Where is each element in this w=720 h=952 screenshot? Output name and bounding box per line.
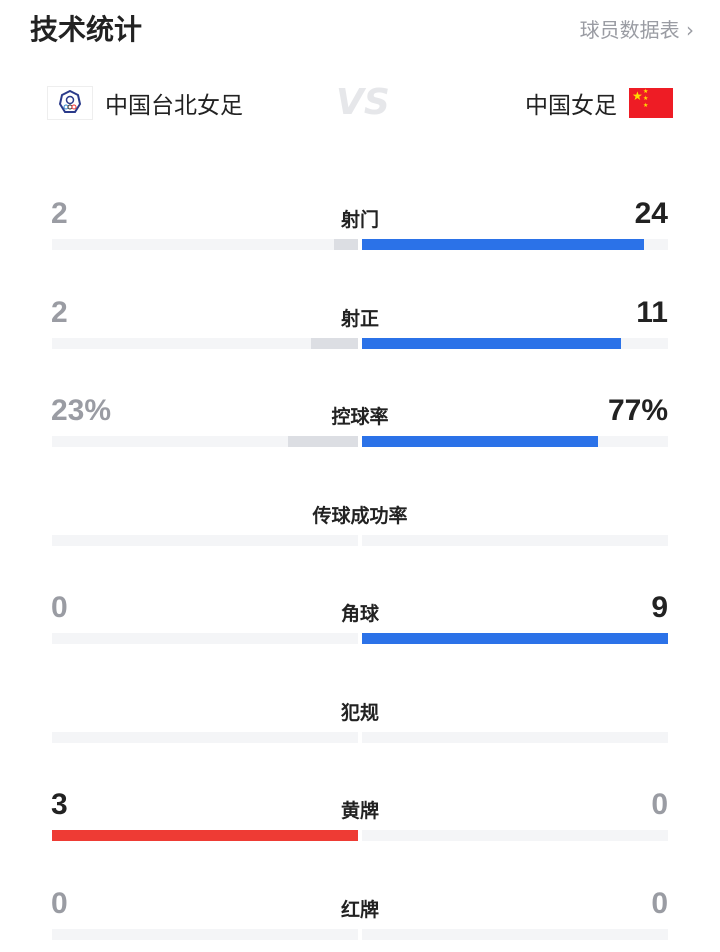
home-bar-fill (310, 337, 358, 349)
home-bar-track (52, 239, 358, 250)
home-team-name: 中国台北女足 (105, 93, 243, 119)
home-bar-track (52, 928, 358, 940)
away-value: 77% (607, 394, 668, 427)
home-bar-fill (52, 830, 358, 841)
away-bar-track (362, 731, 668, 743)
stat-row: 3 黄牌 0 (0, 788, 720, 848)
away-value: 9 (651, 591, 668, 624)
chinese-taipei-emblem-icon (47, 86, 93, 120)
away-team-name: 中国女足 (525, 93, 617, 119)
stat-row: 23% 控球率 77% (0, 394, 720, 454)
stat-label: 传球成功率 (312, 504, 408, 527)
home-value: 2 (51, 295, 68, 329)
away-bar-track (362, 337, 668, 349)
home-bar-track (52, 436, 358, 447)
home-bar-fill (334, 239, 358, 250)
away-bar-fill (362, 239, 645, 250)
home-value: 0 (51, 591, 68, 624)
home-bar-track (52, 633, 358, 644)
stat-row: 0 角球 9 (0, 591, 720, 651)
page-title: 技术统计 (30, 13, 143, 46)
home-team: 中国台北女足 (47, 86, 243, 120)
stat-row: 0 红牌 0 (0, 887, 720, 947)
stat-label: 黄牌 (340, 800, 379, 822)
away-value: 24 (634, 197, 668, 230)
home-bar-fill (287, 436, 358, 447)
away-bar-fill (362, 337, 621, 349)
away-bar-track (362, 239, 668, 250)
away-bar-track (362, 830, 668, 841)
stat-row: 犯规 (0, 690, 720, 750)
stat-label: 犯规 (340, 701, 379, 724)
home-value: 23% (51, 394, 112, 427)
away-bar-track (362, 534, 668, 546)
home-bar-track (52, 337, 358, 349)
away-value: 0 (651, 788, 668, 821)
home-value: 2 (51, 197, 68, 230)
stat-label: 控球率 (331, 406, 389, 428)
home-bar-track (52, 534, 358, 546)
away-bar-track (362, 436, 668, 447)
away-bar-track (362, 928, 668, 940)
home-value: 0 (51, 886, 68, 920)
stat-row: 2 射正 11 (0, 296, 720, 356)
stat-label: 角球 (340, 603, 379, 625)
home-value: 3 (51, 788, 68, 821)
away-value: 0 (651, 886, 668, 920)
away-bar-fill (362, 633, 668, 644)
away-bar-fill (362, 436, 598, 447)
player-stats-link[interactable]: 球员数据表 › (579, 18, 694, 42)
home-bar-track (52, 830, 358, 841)
stat-label: 射门 (340, 209, 379, 231)
stat-row: 2 射门 24 (0, 197, 720, 257)
stat-label: 射正 (340, 307, 379, 330)
away-value: 11 (636, 295, 668, 329)
away-bar-track (362, 633, 668, 644)
stat-row: 传球成功率 (0, 493, 720, 553)
vs-logo: VS (336, 82, 390, 123)
home-bar-track (52, 731, 358, 743)
china-flag-icon: ★ ★ ★ ★ (629, 88, 673, 118)
away-team: 中国女足 ★ ★ ★ ★ (525, 86, 673, 120)
stat-label: 红牌 (340, 898, 379, 921)
